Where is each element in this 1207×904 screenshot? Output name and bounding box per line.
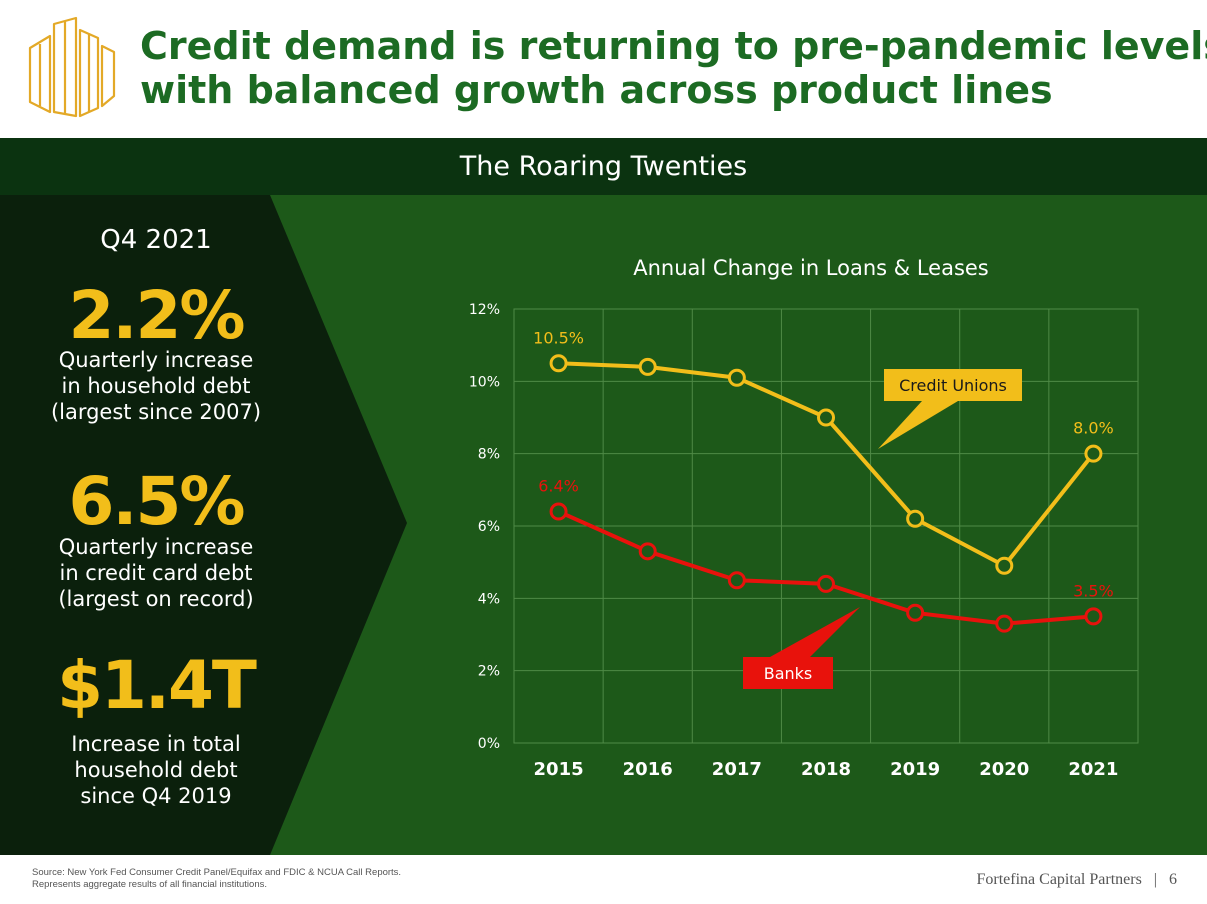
y-tick-label: 8%: [478, 447, 500, 463]
source-line-2: Represents aggregate results of all fina…: [32, 879, 267, 890]
stat-desc-total-debt: Increase in total household debt since Q…: [0, 731, 312, 809]
data-label: 8.0%: [1073, 419, 1114, 438]
data-label: 3.5%: [1073, 581, 1114, 600]
y-tick-label: 10%: [469, 374, 500, 390]
stat-desc-line: Increase in total: [71, 732, 241, 756]
data-point-marker: [549, 502, 568, 521]
callout-box-banks: [743, 657, 833, 689]
y-tick-label: 2%: [478, 664, 500, 680]
stat-desc-household-debt: Quarterly increase in household debt (la…: [0, 347, 312, 425]
callout-label-credit-unions: Credit Unions: [899, 376, 1007, 395]
series-line-banks: [557, 509, 1094, 626]
callout-pointer-credit-unions: [878, 401, 958, 449]
brand-name: Fortefina Capital Partners: [976, 871, 1142, 888]
stat-desc-line: household debt: [74, 758, 238, 782]
y-tick-label: 4%: [478, 591, 500, 607]
data-point-marker: [549, 354, 568, 373]
data-point-marker: [906, 603, 925, 622]
stat-desc-line: (largest since 2007): [50, 400, 262, 424]
stat-desc-line: in credit card debt: [59, 561, 253, 585]
stat-desc-line: since Q4 2019: [80, 784, 232, 808]
buildings-outline-icon: [28, 16, 116, 118]
x-tick-label: 2018: [801, 759, 851, 780]
footer-separator: |: [1153, 871, 1157, 888]
stat-desc-line: (largest on record): [58, 587, 254, 611]
chart-title: Annual Change in Loans & Leases: [633, 256, 989, 280]
source-note: Source: New York Fed Consumer Credit Pan…: [32, 867, 401, 891]
callout-box-credit-unions: [884, 369, 1022, 401]
callout-pointer-banks: [770, 607, 860, 657]
stat-value-credit-card-debt: 6.5%: [68, 463, 245, 540]
stats-period: Q4 2021: [100, 225, 212, 255]
stat-desc-credit-card-debt: Quarterly increase in credit card debt (…: [0, 534, 312, 612]
x-tick-label: 2020: [979, 759, 1029, 780]
data-point-marker: [995, 556, 1014, 575]
y-tick-label: 0%: [478, 736, 500, 752]
y-tick-label: 12%: [469, 302, 500, 318]
x-tick-label: 2017: [712, 759, 762, 780]
data-point-marker: [817, 574, 835, 593]
stat-desc-line: Quarterly increase: [58, 348, 254, 372]
slide-header: Credit demand is returning to pre-pandem…: [0, 0, 1207, 138]
slide-footer: Source: New York Fed Consumer Credit Pan…: [0, 855, 1207, 904]
chart-svg: Annual Change in Loans & Leases 0% 2% 4% 6%…: [469, 256, 1139, 780]
headline-line-2: with balanced growth across product line…: [140, 68, 1053, 112]
data-label: 10.5%: [533, 328, 584, 347]
data-point-marker: [995, 614, 1014, 633]
callout-label-banks: Banks: [764, 664, 813, 683]
data-point-marker: [638, 542, 657, 561]
loans-leases-chart: Annual Change in Loans & Leases 0% 2% 4% 6%…: [410, 195, 1207, 855]
footer-brand: Fortefina Capital Partners | 6: [977, 871, 1178, 889]
source-line-1: Source: New York Fed Consumer Credit Pan…: [32, 867, 402, 878]
data-point-marker: [1084, 607, 1103, 626]
headline-line-1: Credit demand is returning to pre-pandem…: [140, 24, 1207, 68]
stat-value-total-debt: $1.4T: [57, 647, 257, 724]
stat-desc-line: in household debt: [61, 374, 251, 398]
stat-value-household-debt: 2.2%: [68, 277, 245, 354]
stats-panel-background: [0, 195, 410, 855]
x-tick-label: 2015: [534, 759, 584, 780]
data-label: 6.4%: [538, 477, 579, 496]
data-point-marker: [1084, 444, 1103, 463]
x-tick-label: 2016: [623, 759, 673, 780]
chevron-panel-shape: [0, 195, 407, 855]
page-title: Credit demand is returning to pre-pandem…: [140, 24, 1207, 112]
page-number: 6: [1169, 871, 1177, 888]
data-point-marker: [638, 357, 657, 376]
x-tick-label: 2021: [1068, 759, 1118, 780]
section-banner: The Roaring Twenties: [0, 138, 1207, 195]
data-point-marker: [906, 509, 925, 528]
x-tick-label: 2019: [890, 759, 940, 780]
stat-desc-line: Quarterly increase: [58, 535, 254, 559]
data-point-marker: [817, 408, 835, 427]
data-point-marker: [727, 571, 746, 590]
y-tick-label: 6%: [478, 519, 500, 535]
data-point-marker: [727, 368, 746, 387]
